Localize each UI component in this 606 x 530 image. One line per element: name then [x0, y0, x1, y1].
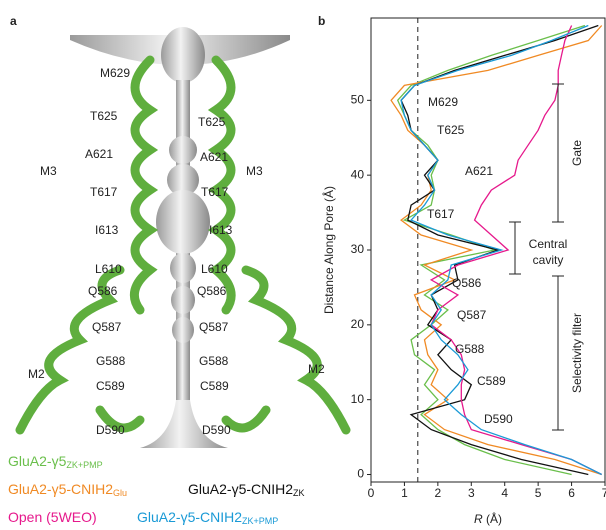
residue-label: L610: [201, 262, 228, 276]
residue-label: M629: [100, 66, 130, 80]
residue-annotation: T617: [427, 207, 455, 221]
residue-label: D590: [202, 423, 231, 437]
legend-entry: GluA2-γ5-CNIH2ZK+PMP: [137, 509, 278, 527]
residue-label: T617: [201, 185, 229, 199]
legend-name: GluA2-γ5-CNIH2: [188, 481, 293, 497]
residue-annotation: Q587: [457, 308, 487, 322]
residue-label: M2: [28, 367, 45, 381]
x-axis-label: R (Å): [474, 511, 502, 526]
profile-line: [396, 24, 586, 476]
x-tick-label: 1: [401, 486, 408, 500]
residue-label: G588: [96, 354, 126, 368]
x-axis-label-var: R: [474, 512, 483, 526]
residue-label: Q587: [199, 320, 229, 334]
legend-entry: Open (5WEO): [8, 509, 97, 525]
residue-label: Q586: [88, 284, 118, 298]
y-axis-label: Distance Along Pore (Å): [321, 186, 336, 314]
residue-label: C589: [96, 379, 125, 393]
bracket-label: Selectivity filter: [570, 313, 584, 393]
residue-label: C589: [200, 379, 229, 393]
residue-label: I613: [209, 223, 233, 237]
residue-annotation: D590: [484, 412, 513, 426]
bracket-label: Gate: [570, 140, 584, 166]
pore-illustration: [15, 27, 351, 448]
y-tick-label: 40: [351, 167, 365, 181]
residue-label: Q586: [197, 284, 227, 298]
x-tick-label: 6: [568, 486, 575, 500]
residue-label: M2: [308, 362, 325, 376]
y-tick-label: 50: [351, 92, 365, 106]
bracket: [552, 83, 564, 223]
residue-label: D590: [96, 423, 125, 437]
y-tick-label: 30: [351, 242, 365, 256]
legend-name: GluA2-γ5-CNIH2: [8, 481, 113, 497]
residue-annotation: G588: [455, 342, 485, 356]
residue-label: A621: [200, 150, 228, 164]
profile-line: [400, 24, 602, 476]
y-tick-label: 0: [357, 467, 364, 481]
x-tick-label: 7: [602, 486, 606, 500]
legend-name: Open (5WEO): [8, 509, 97, 525]
x-tick-label: 4: [501, 486, 508, 500]
x-tick-label: 2: [435, 486, 442, 500]
bracket: [509, 221, 521, 275]
residue-label: T625: [90, 109, 118, 123]
residue-label: G588: [199, 354, 229, 368]
legend-subscript: ZK+PMP: [66, 460, 102, 470]
residue-label: L610: [95, 262, 122, 276]
residue-label: M3: [246, 164, 263, 178]
legend-entry: GluA2-γ5-CNIH2ZK: [188, 481, 305, 499]
residue-annotation: A621: [465, 164, 493, 178]
plot-lines: [390, 24, 603, 476]
legend-subscript: ZK: [293, 488, 305, 498]
legend-entry: GluA2-γ5-CNIH2Glu: [8, 481, 127, 499]
bracket: [552, 275, 564, 431]
residue-label: T617: [90, 185, 118, 199]
residue-label: A621: [85, 147, 113, 161]
residue-label: Q587: [92, 320, 122, 334]
y-tick-label: 10: [351, 392, 365, 406]
x-tick-label: 5: [535, 486, 542, 500]
residue-annotation: T625: [437, 123, 465, 137]
residue-annotation: C589: [477, 374, 506, 388]
residue-annotation: Q586: [452, 276, 482, 290]
legend-entry: GluA2-γ5ZK+PMP: [8, 453, 103, 471]
panel-label: b: [318, 14, 325, 28]
y-tick-label: 20: [351, 317, 365, 331]
legend-name: GluA2-γ5-CNIH2: [137, 509, 242, 525]
x-axis-label-unit: (Å): [483, 511, 502, 526]
x-tick-label: 3: [468, 486, 475, 500]
profile-line: [429, 25, 602, 476]
residue-label: T625: [198, 115, 226, 129]
legend-name: GluA2-γ5: [8, 453, 67, 469]
bracket-label: Central: [529, 237, 568, 251]
panel-label: a: [10, 14, 17, 28]
residue-label: M3: [40, 164, 57, 178]
bracket-label: cavity: [533, 253, 564, 267]
x-tick-label: 0: [368, 486, 375, 500]
residue-annotation: M629: [428, 95, 458, 109]
profile-line: [390, 25, 603, 476]
legend-subscript: Glu: [113, 488, 127, 498]
residue-label: I613: [95, 223, 119, 237]
legend-subscript: ZK+PMP: [242, 516, 278, 526]
